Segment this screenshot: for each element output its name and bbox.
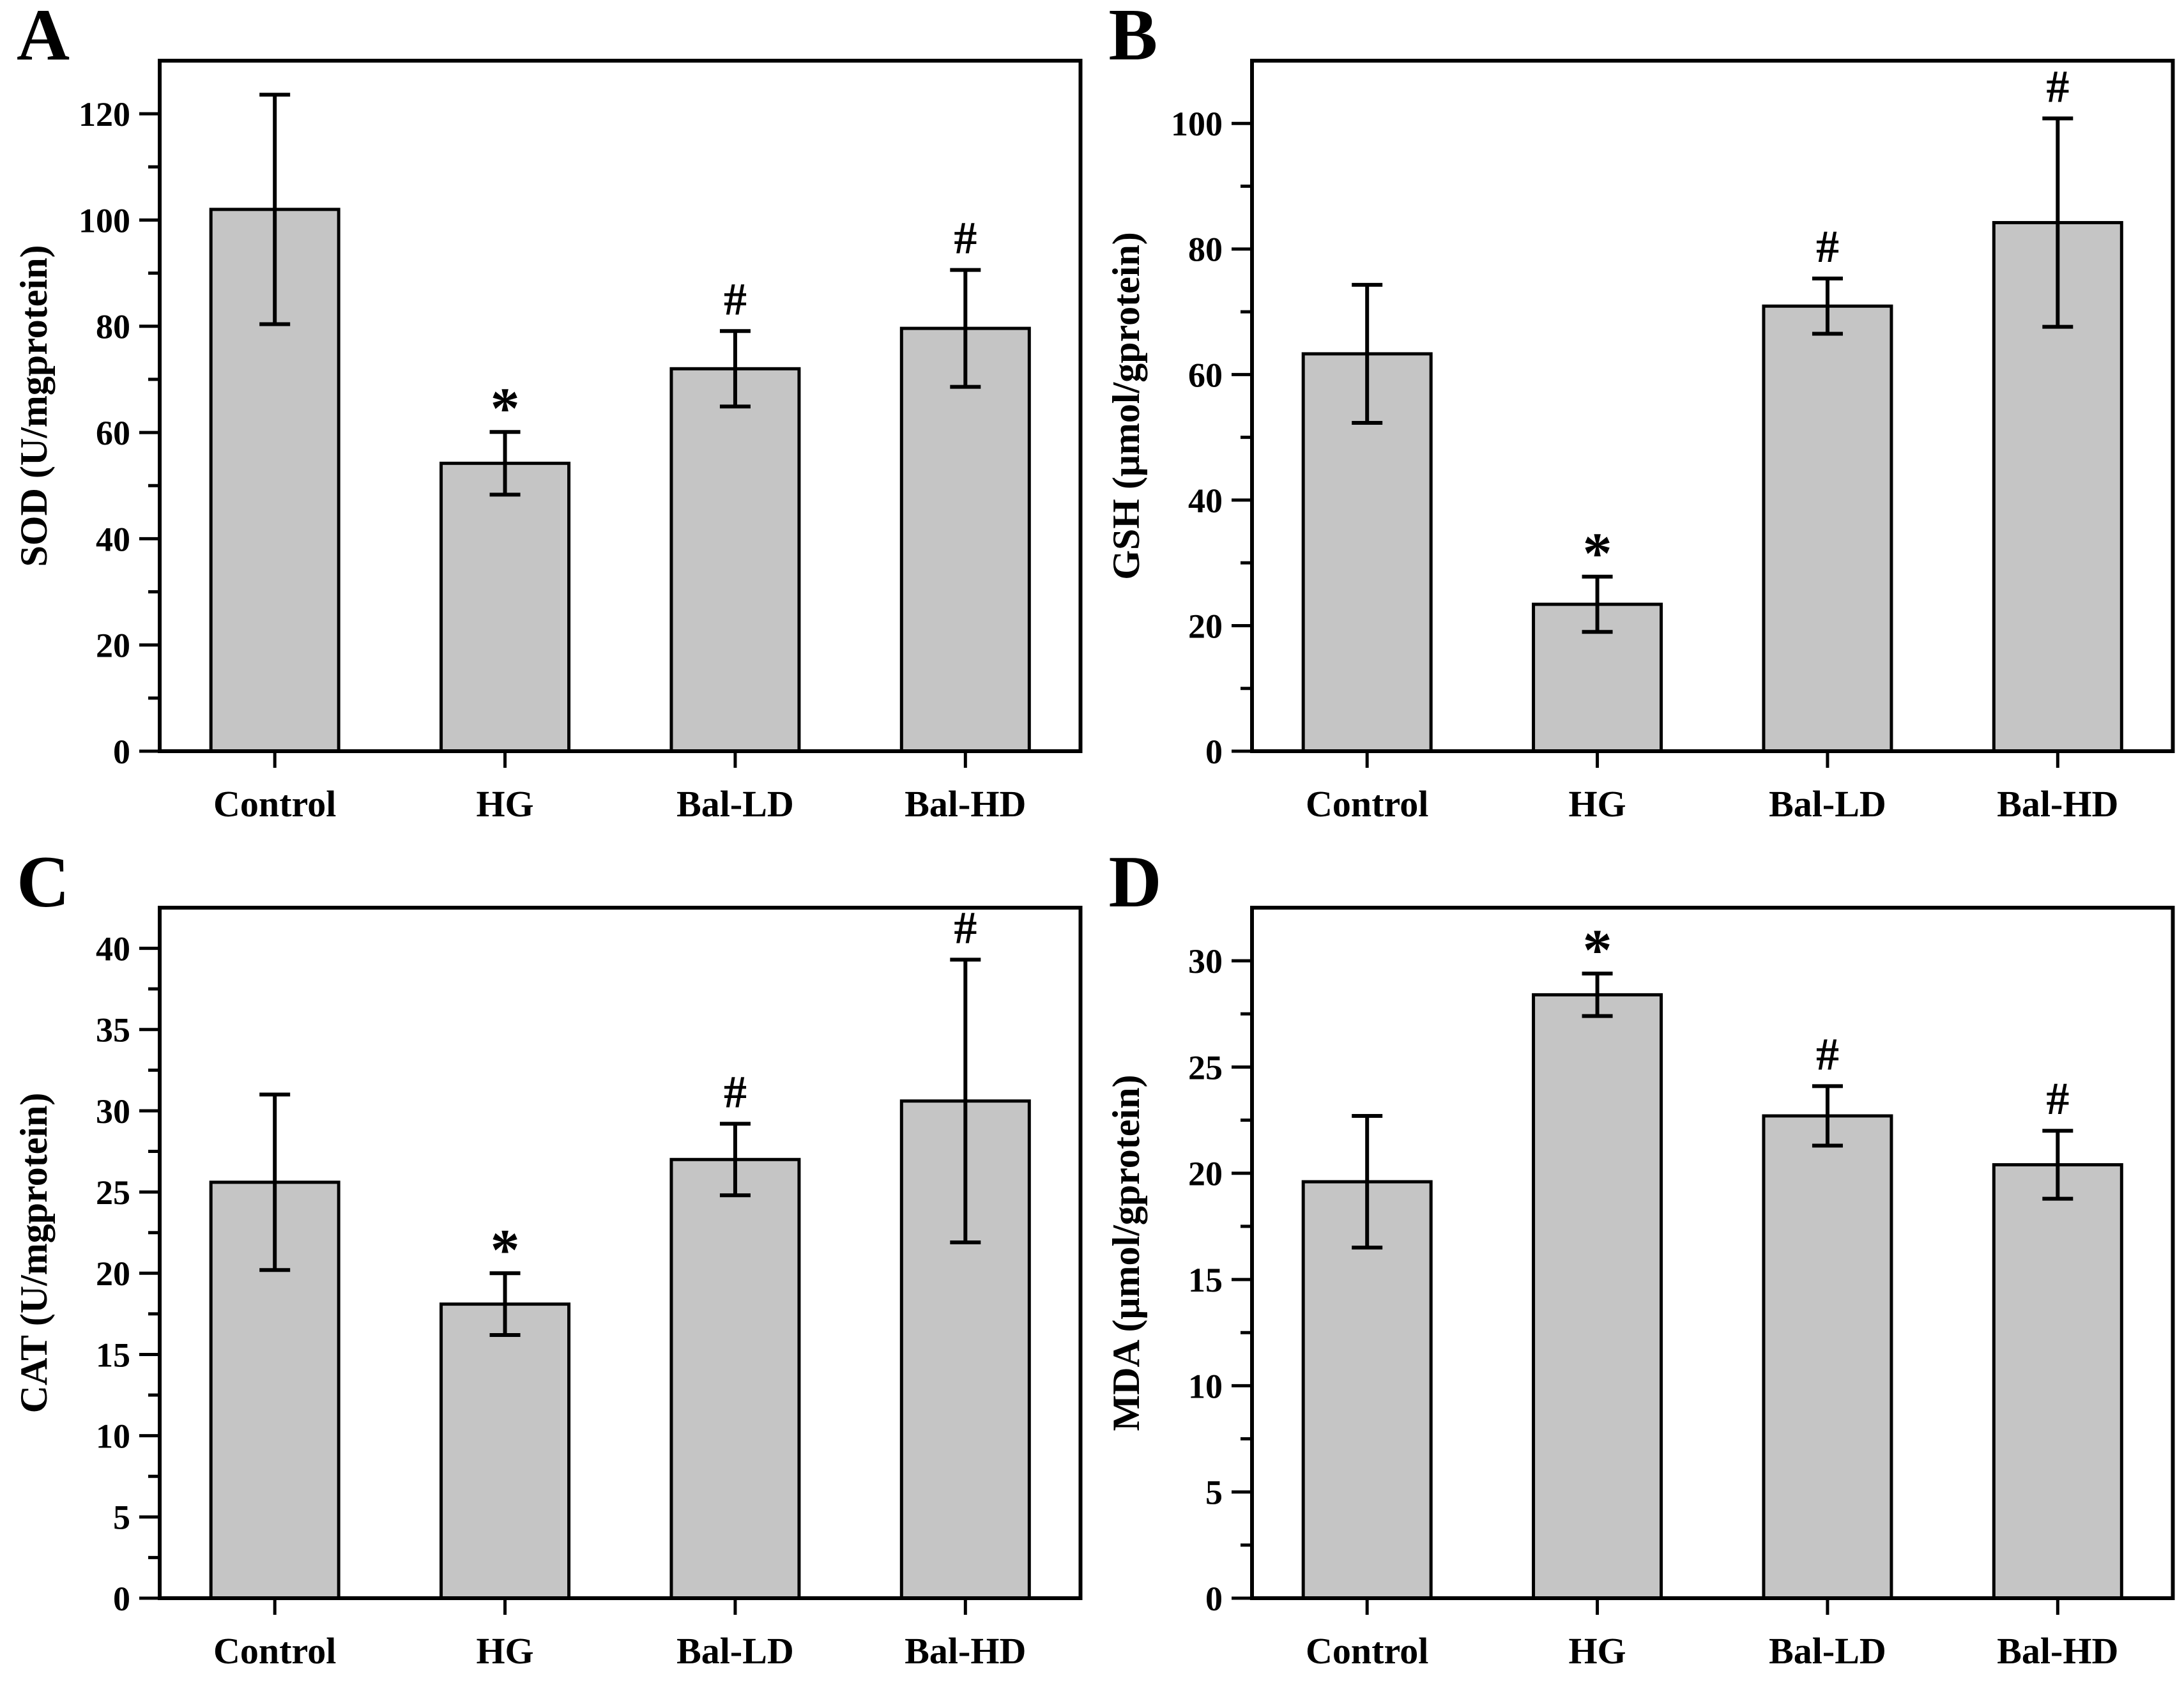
x-category-label: Bal-LD (1769, 1630, 1886, 1672)
x-category-label: HG (476, 1630, 533, 1672)
y-tick-label: 0 (113, 1580, 130, 1618)
x-category-label: Bal-LD (676, 1630, 794, 1672)
x-category-label: Bal-HD (905, 783, 1026, 825)
y-tick-label: 5 (113, 1499, 130, 1537)
x-category-label: HG (1568, 1630, 1626, 1672)
y-tick-label: 25 (96, 1173, 130, 1212)
panel-letter-d: D (1108, 841, 1162, 922)
chart-svg-a: Control * HG # Bal-LD # Bal-HD 0 20 40 60 80 100 120 S… (13, 59, 1083, 825)
y-tick-label: 15 (96, 1336, 130, 1374)
bar (899, 326, 1031, 753)
bar (1761, 1114, 1893, 1600)
bar (669, 1157, 801, 1600)
bar (669, 367, 801, 753)
x-category-label: HG (1568, 783, 1626, 825)
bar (439, 1302, 571, 1600)
x-category-label: Bal-HD (1997, 1630, 2118, 1672)
panel-d: D Control * HG # Bal-LD # Bal-HD 0 5 10 15 20 25 30 MD… (1092, 841, 2184, 1694)
significance-marker: * (1582, 521, 1612, 586)
y-tick-label: 0 (1205, 1580, 1223, 1618)
x-category-label: Bal-HD (905, 1630, 1026, 1672)
y-tick-label: 80 (96, 308, 130, 346)
y-tick-label: 5 (1205, 1474, 1223, 1512)
y-tick-label: 120 (79, 95, 130, 134)
significance-marker: # (1815, 1028, 1838, 1080)
x-category-label: Bal-HD (1997, 783, 2118, 825)
bar (1531, 993, 1663, 1600)
y-tick-label: 40 (96, 520, 130, 558)
x-category-label: Control (213, 783, 336, 825)
x-category-label: Bal-LD (676, 783, 794, 825)
y-tick-label: 30 (96, 1092, 130, 1131)
y-tick-label: 100 (1171, 105, 1223, 143)
panel-c: C Control * HG # Bal-LD # Bal-HD 0 5 10 15 20 25 30 35… (0, 841, 1092, 1694)
significance-marker: # (724, 273, 747, 324)
panel-a: A Control * HG # Bal-LD # Bal-HD 0 20 40 60 80 100 12… (0, 0, 1092, 847)
y-axis-title: GSH (μmol/gprotein) (1105, 232, 1147, 580)
y-axis-title: CAT (U/mgprotein) (13, 1093, 55, 1414)
y-tick-label: 25 (1188, 1048, 1223, 1087)
y-tick-label: 0 (1205, 733, 1223, 771)
panel-letter-a: A (17, 0, 70, 75)
significance-marker: # (954, 213, 977, 264)
x-category-label: Control (1306, 1630, 1428, 1672)
y-tick-label: 20 (96, 627, 130, 665)
y-tick-label: 10 (96, 1417, 130, 1456)
significance-marker: # (724, 1066, 747, 1117)
plot-frame (158, 59, 1083, 753)
bar (1761, 304, 1893, 753)
y-tick-label: 20 (96, 1255, 130, 1293)
significance-marker: # (1815, 221, 1838, 272)
plot-frame (1249, 59, 2174, 753)
y-tick-label: 100 (79, 201, 130, 240)
chart-svg-b: Control * HG # Bal-LD # Bal-HD 0 20 40 60 80 100 GSH … (1105, 59, 2174, 825)
y-tick-label: 0 (113, 733, 130, 771)
y-tick-label: 30 (1188, 942, 1223, 981)
x-category-label: Control (1306, 783, 1428, 825)
y-tick-label: 15 (1188, 1261, 1223, 1299)
bar (1992, 1163, 2123, 1600)
significance-marker: * (491, 376, 520, 441)
y-tick-label: 20 (1188, 1155, 1223, 1193)
significance-marker: * (491, 1217, 520, 1282)
y-tick-label: 35 (96, 1011, 130, 1049)
panel-letter-c: C (17, 841, 70, 922)
y-tick-label: 20 (1188, 607, 1223, 645)
panel-letter-b: B (1108, 0, 1158, 75)
bar (439, 461, 571, 753)
y-axis-title: MDA (μmol/gprotein) (1105, 1075, 1147, 1431)
y-tick-label: 10 (1188, 1367, 1223, 1405)
y-tick-label: 80 (1188, 231, 1223, 269)
chart-svg-c: Control * HG # Bal-LD # Bal-HD 0 5 10 15 20 25 30 35 40… (13, 902, 1083, 1672)
y-tick-label: 40 (96, 929, 130, 968)
x-category-label: HG (476, 783, 533, 825)
significance-marker: # (2046, 61, 2069, 112)
y-tick-label: 40 (1188, 482, 1223, 520)
panel-b: B Control * HG # Bal-LD # Bal-HD 0 20 40 60 80 100 GS… (1092, 0, 2184, 847)
significance-marker: # (954, 902, 977, 953)
chart-svg-d: Control * HG # Bal-LD # Bal-HD 0 5 10 15 20 25 30 MDA … (1105, 906, 2174, 1672)
plot-frame (1249, 906, 2174, 1600)
x-category-label: Bal-LD (1769, 783, 1886, 825)
significance-marker: * (1582, 917, 1612, 982)
y-axis-title: SOD (U/mgprotein) (13, 245, 55, 567)
x-category-label: Control (213, 1630, 336, 1672)
y-tick-label: 60 (96, 414, 130, 452)
y-tick-label: 60 (1188, 356, 1223, 394)
plot-frame (158, 906, 1083, 1600)
significance-marker: # (2046, 1073, 2069, 1124)
